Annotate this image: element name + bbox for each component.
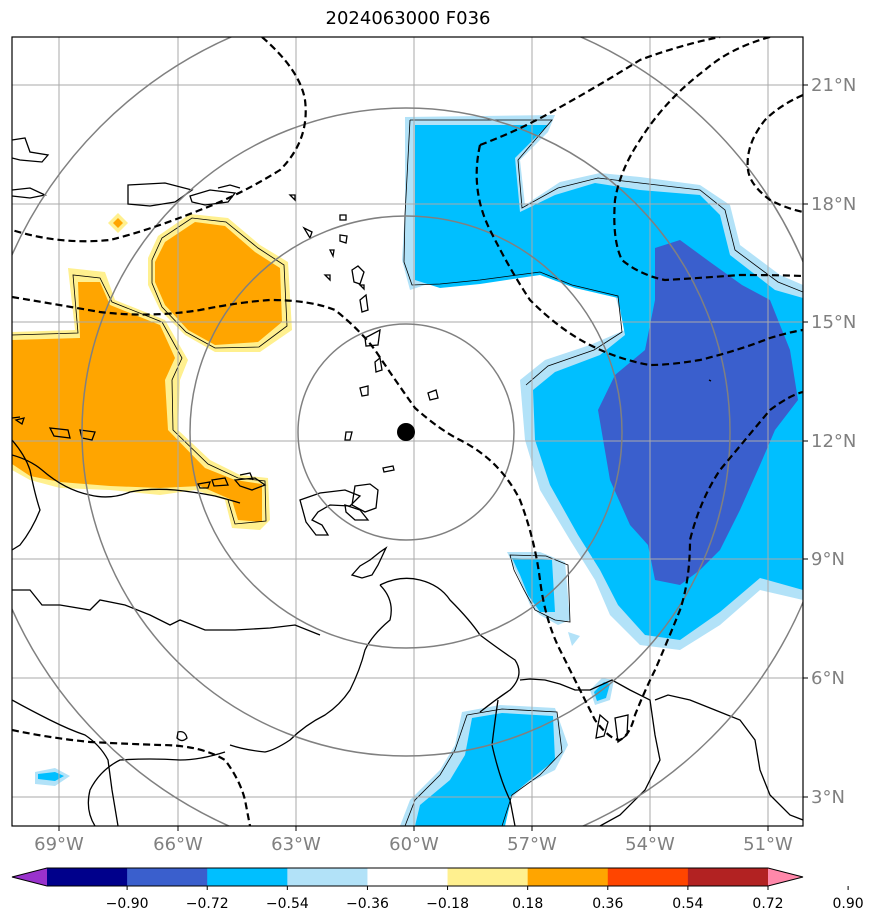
lat-label-18n: 18°N [811, 194, 856, 215]
map-frame [11, 36, 804, 827]
colorbar-tick-label: −0.72 [186, 896, 229, 912]
lon-label-54w: 54°W [625, 834, 675, 855]
negative-anomaly-east [35, 115, 803, 826]
lat-ticks [803, 84, 808, 798]
colorbar-segment [607, 868, 689, 886]
lon-label-69w: 69°W [34, 834, 84, 855]
colorbar-extend-max [768, 868, 803, 886]
range-rings [12, 37, 803, 826]
lat-label-15n: 15°N [811, 312, 856, 333]
colorbar-tick-label: 0.72 [752, 896, 783, 912]
lat-label-12n: 12°N [811, 431, 856, 452]
lon-ticks [58, 826, 769, 831]
lon-label-60w: 60°W [389, 834, 439, 855]
colorbar-tick-label: 0.90 [833, 896, 864, 912]
colorbar-segment [127, 868, 208, 886]
lat-label-6n: 6°N [811, 668, 845, 689]
colorbar-tick-label: −0.36 [346, 896, 389, 912]
colorbar-segment [367, 868, 449, 886]
lon-label-66w: 66°W [153, 834, 203, 855]
map-area [12, 37, 803, 826]
colorbar-extend-min [12, 868, 47, 886]
colorbar-segment [527, 868, 609, 886]
dashed-contours [12, 37, 803, 826]
colorbar-tick-label: −0.90 [106, 896, 149, 912]
map-title: 2024063000 F036 [325, 8, 491, 29]
lon-label-57w: 57°W [507, 834, 557, 855]
colorbar-tick-label: −0.54 [266, 896, 309, 912]
colorbar-segment [687, 868, 769, 886]
colorbar-tick-label: −0.18 [426, 896, 469, 912]
colorbar-tick-label: 0.18 [512, 896, 543, 912]
lat-label-9n: 9°N [811, 549, 845, 570]
lon-label-63w: 63°W [271, 834, 321, 855]
colorbar-segment [207, 868, 288, 886]
colorbar-segment [47, 868, 128, 886]
storm-center-marker [397, 423, 415, 441]
colorbar-segment [447, 868, 529, 886]
colorbar-tick-label: 0.54 [672, 896, 703, 912]
positive-anomaly-west [12, 213, 292, 530]
colorbar: −0.90 −0.72 −0.54 −0.36 −0.18 0.18 0.36 0.54 0.7… [11, 867, 864, 912]
colorbar-segment [287, 868, 368, 886]
colorbar-tick-label: 0.36 [592, 896, 623, 912]
lat-label-3n: 3°N [811, 787, 845, 808]
lat-label-21n: 21°N [811, 75, 856, 96]
graticule [12, 37, 803, 826]
lon-label-51w: 51°W [743, 834, 793, 855]
